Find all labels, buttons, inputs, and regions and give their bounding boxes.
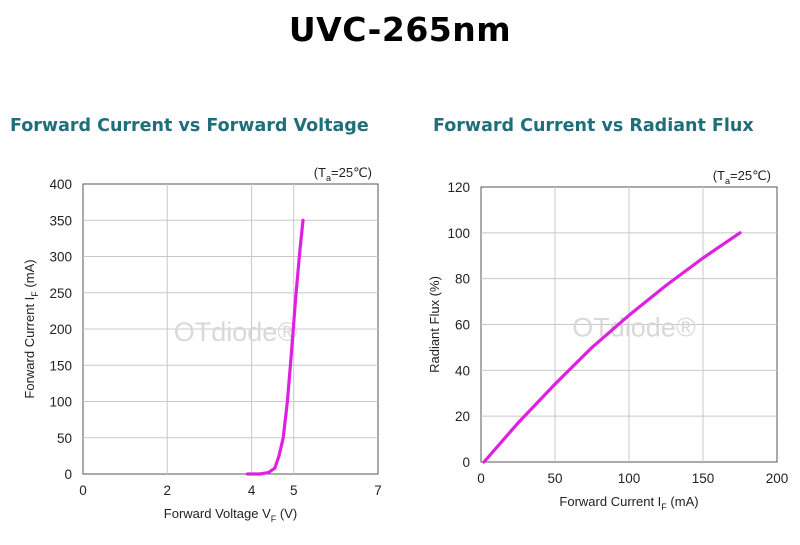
chart1-ytick-label-6: 300 xyxy=(49,250,72,265)
chart2-series-line-0 xyxy=(482,231,742,464)
chart1-xtick-label-1: 2 xyxy=(164,483,172,498)
chart2-ylabel: Radiant Flux (%) xyxy=(427,276,442,373)
chart2-ytick-label-0: 0 xyxy=(462,455,470,470)
chart1-ytick-label-4: 200 xyxy=(49,322,72,337)
chart1-ytick-label-2: 100 xyxy=(49,395,72,410)
chart2-xtick-label-1: 50 xyxy=(547,471,562,486)
chart2-condition-label: (Ta=25℃) xyxy=(713,168,771,186)
chart2-ytick-label-5: 100 xyxy=(447,226,470,241)
chart2-watermark: OTdiode® xyxy=(572,313,696,343)
chart2-xtick-label-4: 200 xyxy=(766,471,789,486)
chart1-ytick-label-8: 400 xyxy=(49,177,72,192)
chart2-xtick-label-3: 150 xyxy=(692,471,715,486)
chart1-xtick-label-4: 7 xyxy=(374,483,382,498)
chart-1-title: Forward Current vs Forward Voltage xyxy=(10,116,369,136)
chart1-xtick-label-0: 0 xyxy=(79,483,87,498)
chart1-condition-label: (Ta=25℃) xyxy=(314,165,372,183)
chart1-ytick-label-3: 150 xyxy=(49,358,72,373)
chart2-ytick-label-2: 40 xyxy=(455,363,470,378)
chart1-ytick-label-1: 50 xyxy=(57,431,72,446)
chart1-xlabel: Forward Voltage VF (V) xyxy=(164,506,297,524)
chart1-ytick-label-0: 0 xyxy=(64,467,72,482)
chart1-watermark: OTdiode® xyxy=(174,317,298,347)
chart1-xtick-label-3: 5 xyxy=(290,483,298,498)
chart1-ytick-label-5: 250 xyxy=(49,286,72,301)
chart2-xlabel: Forward Current IF (mA) xyxy=(559,494,698,512)
chart2-ytick-label-6: 120 xyxy=(447,180,470,195)
chart2-ytick-label-1: 20 xyxy=(455,409,470,424)
chart1-ytick-label-7: 350 xyxy=(49,213,72,228)
chart2-ytick-label-4: 80 xyxy=(455,272,470,287)
chart1-ylabel: Forward Current IF (mA) xyxy=(22,259,40,398)
chart1-xtick-label-2: 4 xyxy=(248,483,256,498)
page-title: UVC-265nm xyxy=(288,10,512,49)
chart-2-title: Forward Current vs Radiant Flux xyxy=(433,116,754,136)
chart2-xtick-label-2: 100 xyxy=(618,471,641,486)
chart2-ytick-label-3: 60 xyxy=(455,318,470,333)
chart1-series-line-0 xyxy=(245,218,305,476)
chart2-xtick-label-0: 0 xyxy=(477,471,485,486)
